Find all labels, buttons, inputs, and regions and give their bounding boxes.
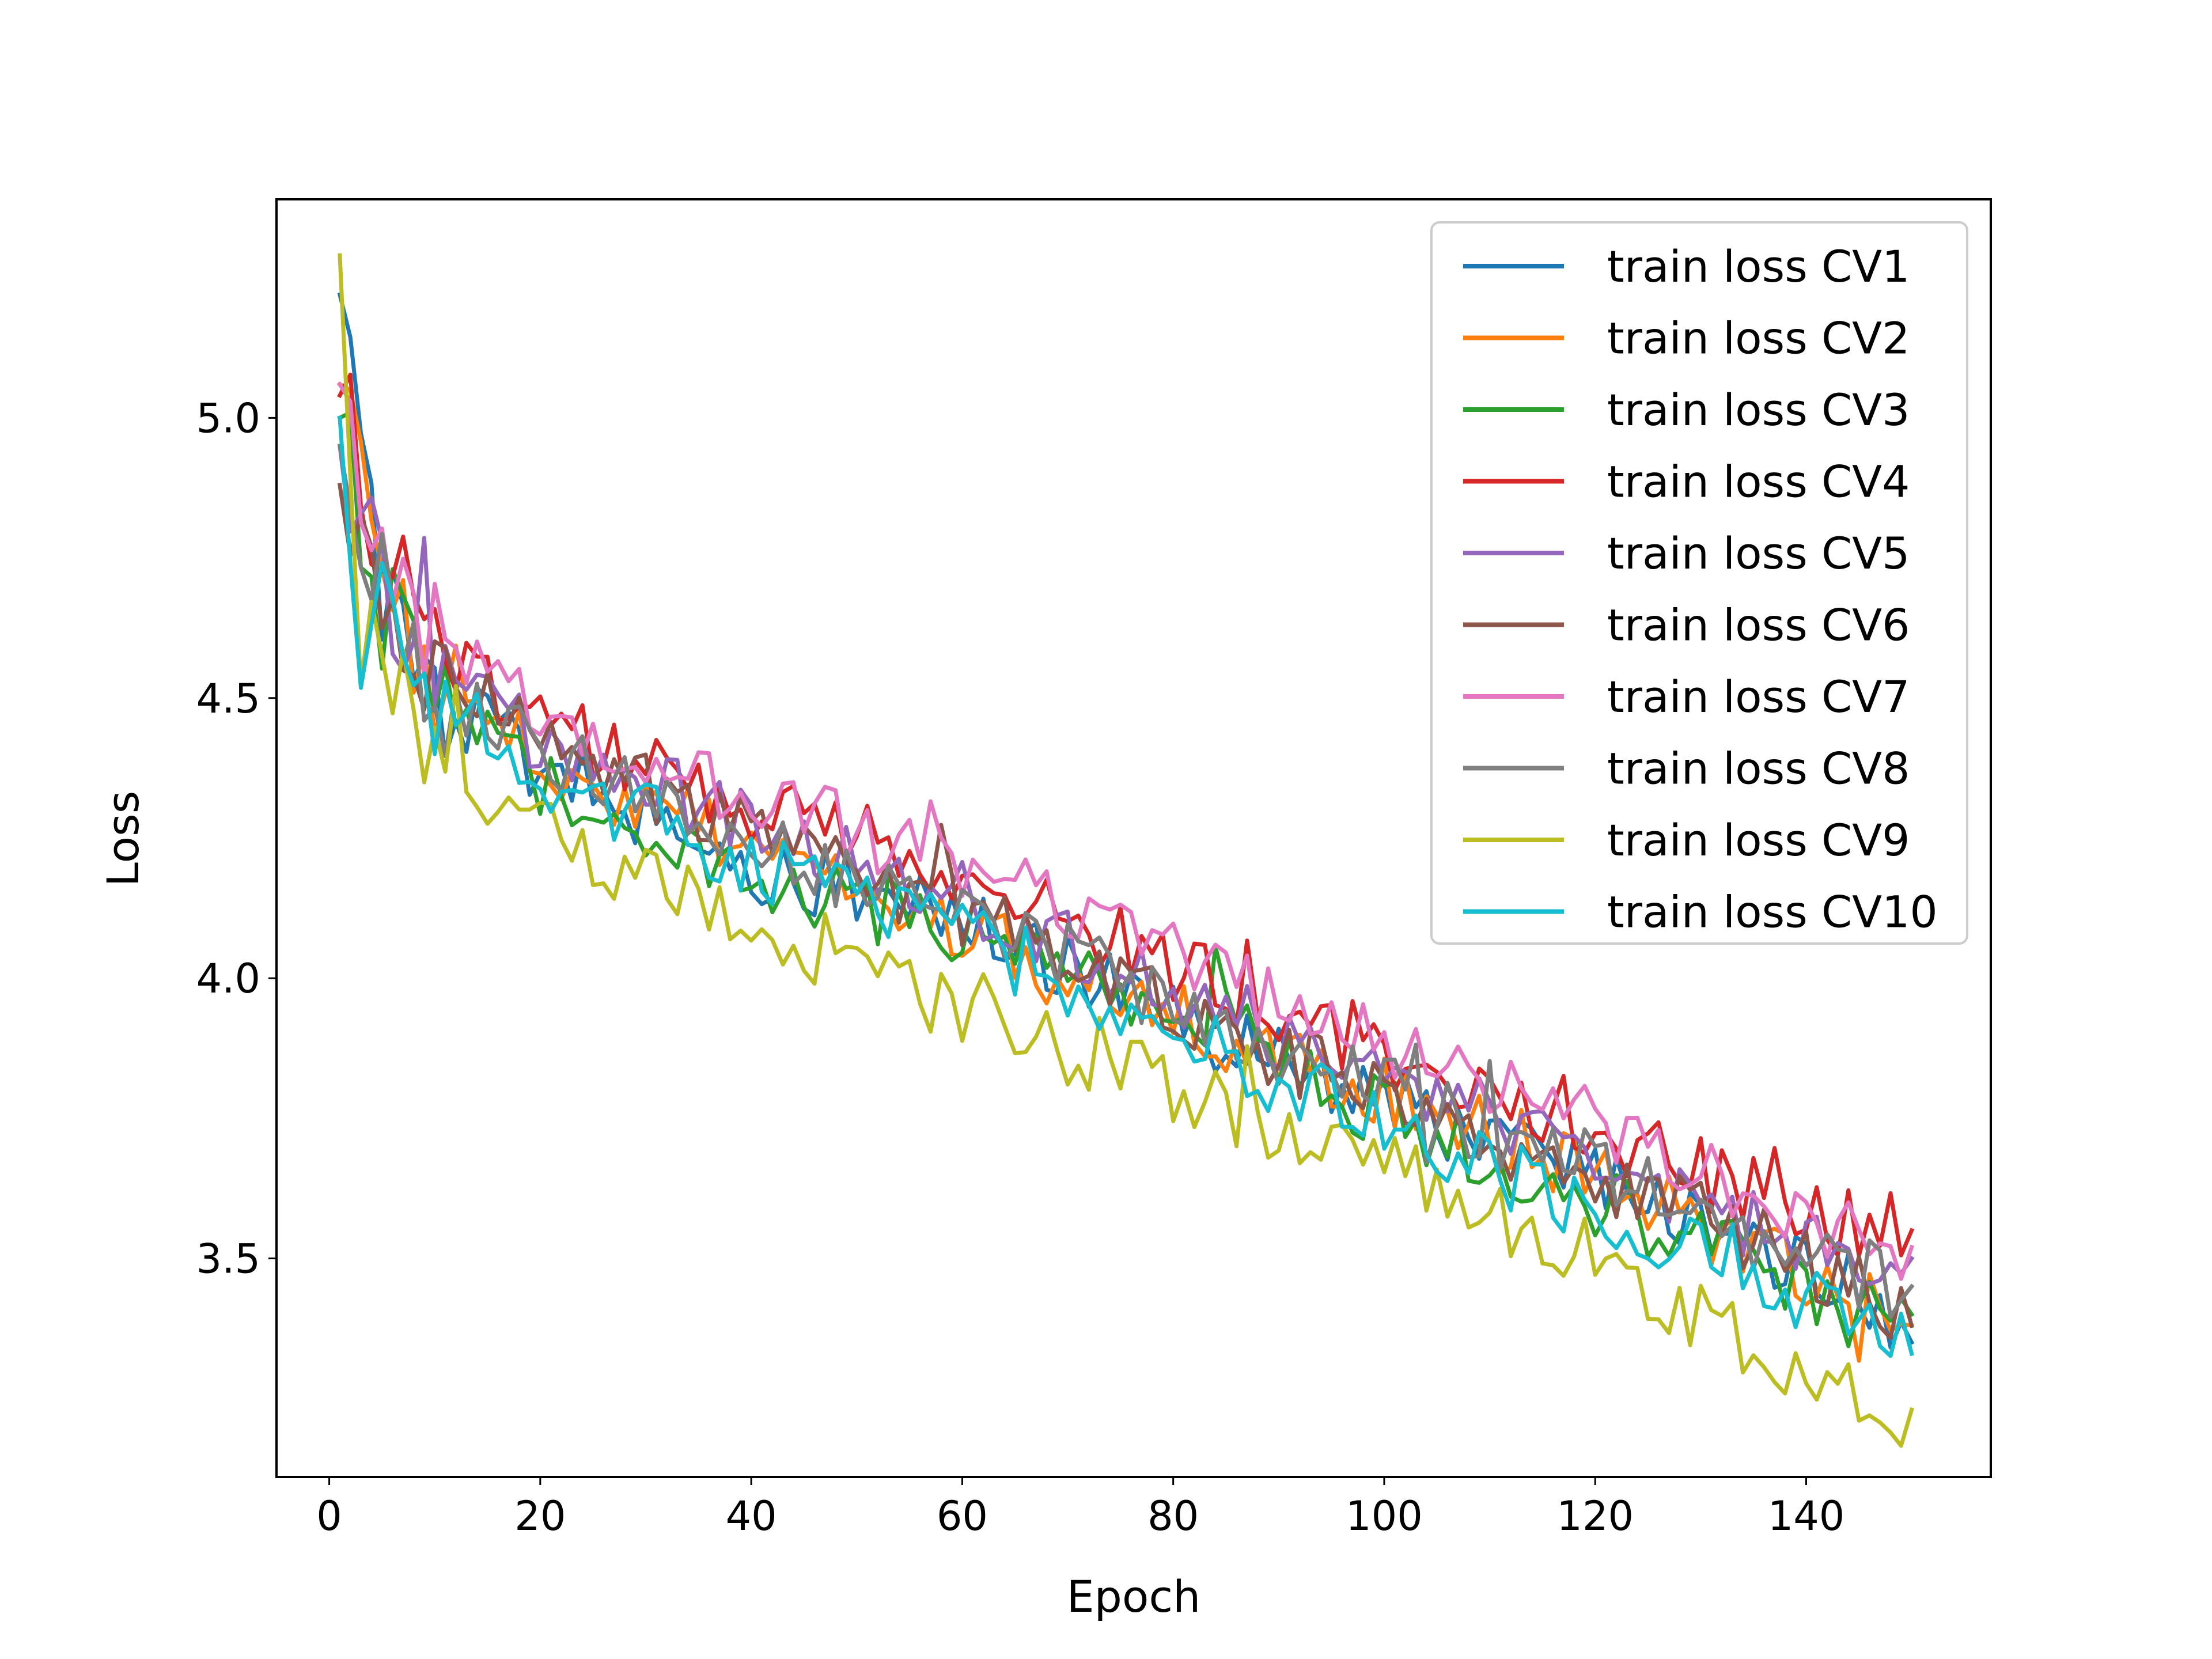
legend-label: train loss CV3 — [1607, 384, 1910, 435]
legend: train loss CV1 train loss CV2 train loss C… — [1430, 221, 1968, 945]
x-tick-label: 40 — [726, 1493, 777, 1540]
legend-label: train loss CV7 — [1607, 671, 1910, 722]
plot-area — [275, 198, 1992, 1478]
legend-label: train loss CV10 — [1607, 887, 1938, 938]
x-tick-label: 120 — [1556, 1493, 1634, 1540]
x-tick-label: 60 — [937, 1493, 988, 1540]
legend-label: train loss CV6 — [1607, 600, 1910, 651]
y-tick-label: 5.0 — [196, 395, 260, 442]
legend-label: train loss CV2 — [1607, 313, 1910, 364]
y-axis-label: Loss — [97, 791, 149, 887]
x-tick-label: 100 — [1346, 1493, 1423, 1540]
series-line-cv9 — [338, 253, 1914, 1448]
legend-label: train loss CV8 — [1607, 743, 1910, 794]
x-tick-label: 140 — [1768, 1493, 1845, 1540]
x-tick-label: 0 — [316, 1493, 342, 1540]
x-tick-label: 20 — [514, 1493, 566, 1540]
x-axis: 0 20 40 60 80 100 120 140 — [316, 1477, 1844, 1540]
legend-entries: train loss CV1 train loss CV2 train loss C… — [1463, 241, 1938, 938]
legend-label: train loss CV9 — [1607, 815, 1910, 866]
series-line-cv10 — [338, 415, 1914, 1358]
axes-frame — [275, 198, 1992, 1478]
legend-label: train loss CV4 — [1607, 456, 1910, 507]
x-tick-label: 80 — [1147, 1493, 1199, 1540]
y-tick-label: 4.5 — [196, 675, 260, 722]
legend-label: train loss CV5 — [1607, 528, 1910, 579]
series-line-cv7 — [337, 381, 1915, 1281]
legend-frame — [1430, 221, 1968, 945]
series-line-cv3 — [337, 410, 1915, 1349]
x-axis-label: Epoch — [1067, 1571, 1201, 1622]
y-tick-label: 4.0 — [196, 955, 260, 1002]
y-axis: 3.5 4.0 4.5 5.0 — [196, 395, 276, 1283]
series-layer — [337, 253, 1915, 1448]
y-tick-label: 3.5 — [196, 1236, 260, 1283]
series-line-cv8 — [337, 443, 1915, 1319]
legend-label: train loss CV1 — [1607, 241, 1910, 292]
